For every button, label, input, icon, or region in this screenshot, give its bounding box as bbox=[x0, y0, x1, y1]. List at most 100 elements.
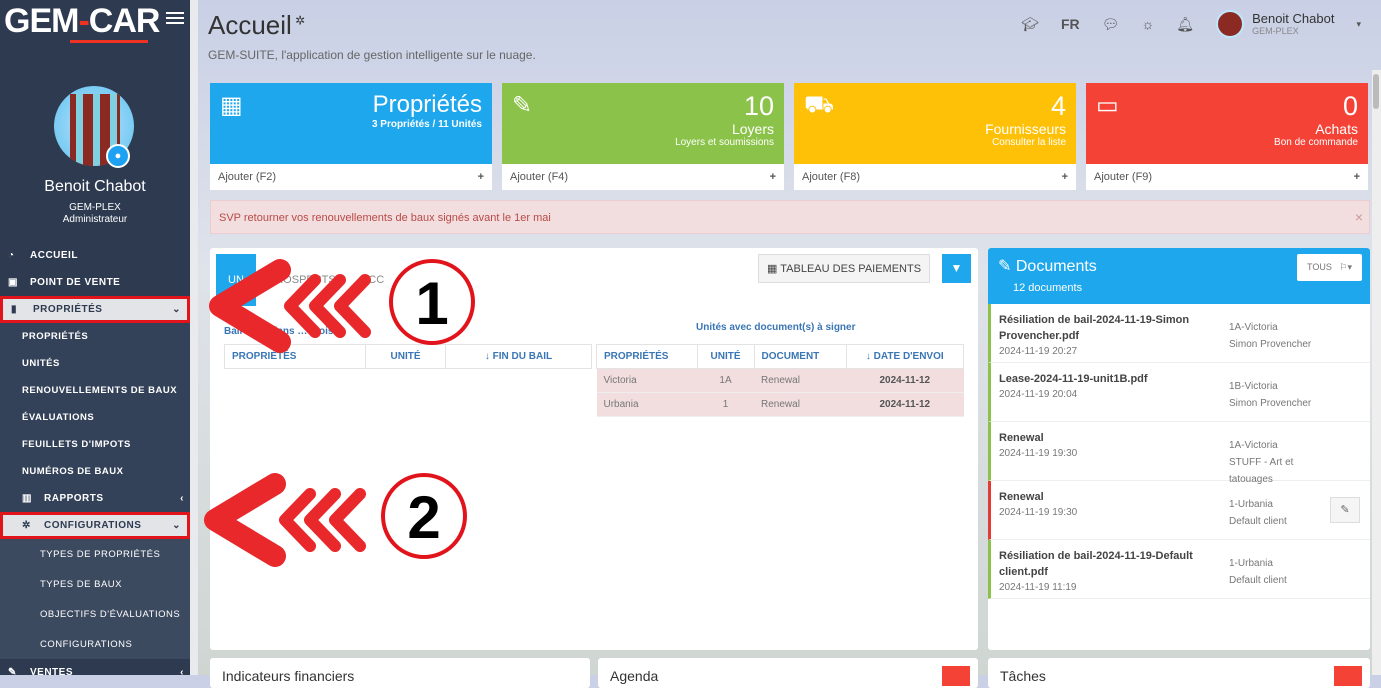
sidebar-scrollbar[interactable] bbox=[190, 0, 198, 675]
col-header[interactable]: ↓ DATE D'ENVOI bbox=[845, 344, 965, 369]
sidebar-item-point-de-vente[interactable]: ▣ POINT DE VENTE bbox=[8, 277, 121, 288]
col-header[interactable]: UNITÉ bbox=[696, 344, 755, 369]
card-label: Propriétés bbox=[372, 91, 482, 118]
topbar: 🎓︎ FR 💬︎ ☼ 🔔︎ Benoit Chabot GEM-PLEX ▾ bbox=[1021, 10, 1361, 38]
document-unit: 1A-Victoria bbox=[1229, 440, 1278, 451]
leases-panel: UN PROSPECTS OCC ▦ TABLEAU DES PAIEMENTS… bbox=[210, 248, 978, 650]
plus-icon[interactable]: + bbox=[1061, 171, 1068, 183]
sidebar-subitem-proprietes[interactable]: PROPRIÉTÉS bbox=[22, 331, 89, 342]
sidebar-menu: ◔ ACCUEIL ▣ POINT DE VENTE ▮ PROPRIÉTÉS ⌄ PR… bbox=[0, 242, 190, 686]
document-item[interactable]: Résiliation de bail-2024-11-19-Default c… bbox=[988, 540, 1370, 599]
col-header[interactable]: DOCUMENT bbox=[753, 344, 847, 369]
main-content: Accueil ✲ GEM-SUITE, l'application de ge… bbox=[198, 0, 1381, 688]
logo-underline bbox=[70, 40, 148, 43]
document-unit: 1-Urbania bbox=[1229, 499, 1273, 510]
panel-title: Agenda bbox=[610, 668, 659, 684]
lightbulb-icon[interactable]: ☼ bbox=[1141, 16, 1155, 32]
card-proprietes[interactable]: ▦ Propriétés 3 Propriétés / 11 Unités Ajou… bbox=[210, 83, 492, 190]
logo[interactable]: GEM-CAR bbox=[4, 2, 160, 40]
documents-filter-dropdown[interactable]: TOUS ⚐▾ bbox=[1297, 254, 1362, 281]
sidebar-subitem-feuillets[interactable]: FEUILLETS D'IMPOTS bbox=[22, 439, 131, 450]
card-add-link[interactable]: Ajouter (F4) bbox=[510, 171, 569, 183]
page-subtitle: GEM-SUITE, l'application de gestion inte… bbox=[208, 48, 536, 62]
plus-icon[interactable]: + bbox=[769, 171, 776, 183]
payments-table-button[interactable]: ▦ TABLEAU DES PAIEMENTS bbox=[758, 254, 931, 283]
gear-icon[interactable]: ✲ bbox=[291, 13, 306, 28]
card-add-link[interactable]: Ajouter (F8) bbox=[802, 171, 861, 183]
document-name[interactable]: Résiliation de bail-2024-11-19-Simon Pro… bbox=[999, 314, 1190, 342]
truck-icon: ⛟ bbox=[804, 91, 835, 118]
edit-icon: ✎ bbox=[8, 667, 17, 678]
document-name[interactable]: Résiliation de bail-2024-11-19-Default c… bbox=[999, 550, 1193, 578]
document-item[interactable]: Résiliation de bail-2024-11-19-Simon Pro… bbox=[988, 304, 1370, 363]
agenda-panel: Agenda bbox=[598, 658, 978, 688]
card-sub: Bon de commande bbox=[1274, 137, 1358, 148]
sidebar-item-accueil[interactable]: ◔ ACCUEIL bbox=[8, 250, 78, 261]
document-name[interactable]: Renewal bbox=[999, 491, 1044, 503]
chat-icon[interactable]: 💬︎ bbox=[1101, 15, 1120, 32]
card-value: 10 bbox=[743, 91, 774, 121]
document-client: Simon Provencher bbox=[1229, 398, 1312, 409]
filter-button[interactable]: ▼ bbox=[942, 254, 971, 283]
card-achats[interactable]: ▭ 0 Achats Bon de commande Ajouter (F9) + bbox=[1086, 83, 1368, 190]
plus-icon[interactable]: + bbox=[1353, 171, 1360, 183]
user-icon: ● bbox=[106, 144, 130, 168]
sidebar-subitem-renouvellements[interactable]: RENOUVELLEMENTS DE BAUX bbox=[22, 385, 178, 396]
user-menu[interactable]: Benoit Chabot GEM-PLEX ▾ bbox=[1216, 10, 1361, 38]
sidebar-subitem-objectifs[interactable]: OBJECTIFS D'ÉVALUATIONS bbox=[0, 599, 190, 629]
graduation-cap-icon[interactable]: 🎓︎ bbox=[1021, 15, 1039, 32]
edit-icon: ✎ bbox=[512, 92, 533, 119]
col-header[interactable]: PROPRIÉTÉS bbox=[596, 344, 698, 369]
tab-occ[interactable]: OCC bbox=[359, 274, 385, 286]
sidebar-subitem-types-baux[interactable]: TYPES DE BAUX bbox=[0, 569, 190, 599]
chevron-down-icon: ⌄ bbox=[172, 304, 181, 315]
card-loyers[interactable]: ✎ 10 Loyers Loyers et soumissions Ajouter (… bbox=[502, 83, 784, 190]
tab-un[interactable]: UN bbox=[216, 254, 256, 306]
sidebar-item-rapports[interactable]: ▥ RAPPORTS ‹ bbox=[22, 493, 184, 504]
card-fournisseurs[interactable]: ⛟ 4 Fournisseurs Consulter la liste Ajouter… bbox=[794, 83, 1076, 190]
sidebar-item-configurations[interactable]: ✲ CONFIGURATIONS ⌄ bbox=[0, 512, 190, 539]
document-name[interactable]: Lease-2024-11-19-unit1B.pdf bbox=[999, 373, 1148, 385]
document-item[interactable]: Renewal 2024-11-19 19:30 1A-Victoria STUFF … bbox=[988, 422, 1370, 485]
documents-title: ✎ Documents bbox=[998, 258, 1097, 275]
edit-icon: ✎ bbox=[998, 258, 1016, 275]
add-button[interactable] bbox=[1334, 666, 1362, 686]
bar-chart-icon: ▥ bbox=[22, 493, 32, 504]
sidebar-subitem-evaluations[interactable]: ÉVALUATIONS bbox=[22, 412, 95, 423]
add-button[interactable] bbox=[942, 666, 970, 686]
language-selector[interactable]: FR bbox=[1060, 16, 1080, 32]
documents-panel: ✎ Documents 12 documents TOUS ⚐▾ Résilia… bbox=[988, 248, 1370, 650]
sidebar-subitem-unites[interactable]: UNITÉS bbox=[22, 358, 60, 369]
sidebar-item-proprietes[interactable]: ▮ PROPRIÉTÉS ⌄ bbox=[0, 296, 190, 323]
close-icon[interactable]: × bbox=[1354, 209, 1363, 225]
financial-indicators-panel: Indicateurs financiers bbox=[210, 658, 590, 688]
card-label: Fournisseurs bbox=[985, 121, 1066, 137]
table-row[interactable]: Urbania 1 Renewal 2024-11-12 bbox=[596, 392, 964, 417]
sidebar-subitem-numeros[interactable]: NUMÉROS DE BAUX bbox=[22, 466, 124, 477]
card-add-link[interactable]: Ajouter (F2) bbox=[218, 171, 277, 183]
sidebar-subitem-types-proprietes[interactable]: TYPES DE PROPRIÉTÉS bbox=[0, 539, 190, 569]
sidebar-item-ventes[interactable]: ✎ VENTES ‹ bbox=[8, 667, 184, 678]
tab-prospects[interactable]: PROSPECTS bbox=[267, 274, 336, 286]
bell-icon[interactable]: 🔔︎ bbox=[1176, 15, 1195, 32]
building-icon: ▦ bbox=[220, 92, 243, 119]
col-header[interactable]: ↓ FIN DU BAIL bbox=[444, 344, 593, 369]
document-date: 2024-11-19 20:27 bbox=[999, 346, 1078, 357]
chevron-down-icon: ⌄ bbox=[172, 520, 181, 531]
plus-icon[interactable]: + bbox=[477, 171, 484, 183]
card-add-link[interactable]: Ajouter (F9) bbox=[1094, 171, 1153, 183]
page-scrollbar[interactable] bbox=[1372, 70, 1381, 675]
menu-toggle-icon[interactable] bbox=[166, 12, 184, 24]
document-name[interactable]: Renewal bbox=[999, 432, 1044, 444]
document-unit: 1-Urbania bbox=[1229, 558, 1273, 569]
document-item[interactable]: Lease-2024-11-19-unit1B.pdf 2024-11-19 20… bbox=[988, 363, 1370, 422]
document-item[interactable]: Renewal 2024-11-19 19:30 1-Urbania Default … bbox=[988, 481, 1370, 540]
table-row[interactable]: Victoria 1A Renewal 2024-11-12 bbox=[596, 368, 964, 393]
col-header[interactable]: PROPRIÉTÉS bbox=[223, 344, 367, 369]
edit-button[interactable]: ✎ bbox=[1330, 497, 1360, 523]
sidebar-subitem-configurations[interactable]: CONFIGURATIONS bbox=[0, 629, 190, 659]
page-title: Accueil ✲ bbox=[208, 10, 306, 40]
user-org: GEM-PLEX Administrateur bbox=[62, 202, 128, 225]
col-header[interactable]: UNITÉ bbox=[365, 344, 446, 369]
dashboard-icon: ◔ bbox=[8, 250, 15, 261]
